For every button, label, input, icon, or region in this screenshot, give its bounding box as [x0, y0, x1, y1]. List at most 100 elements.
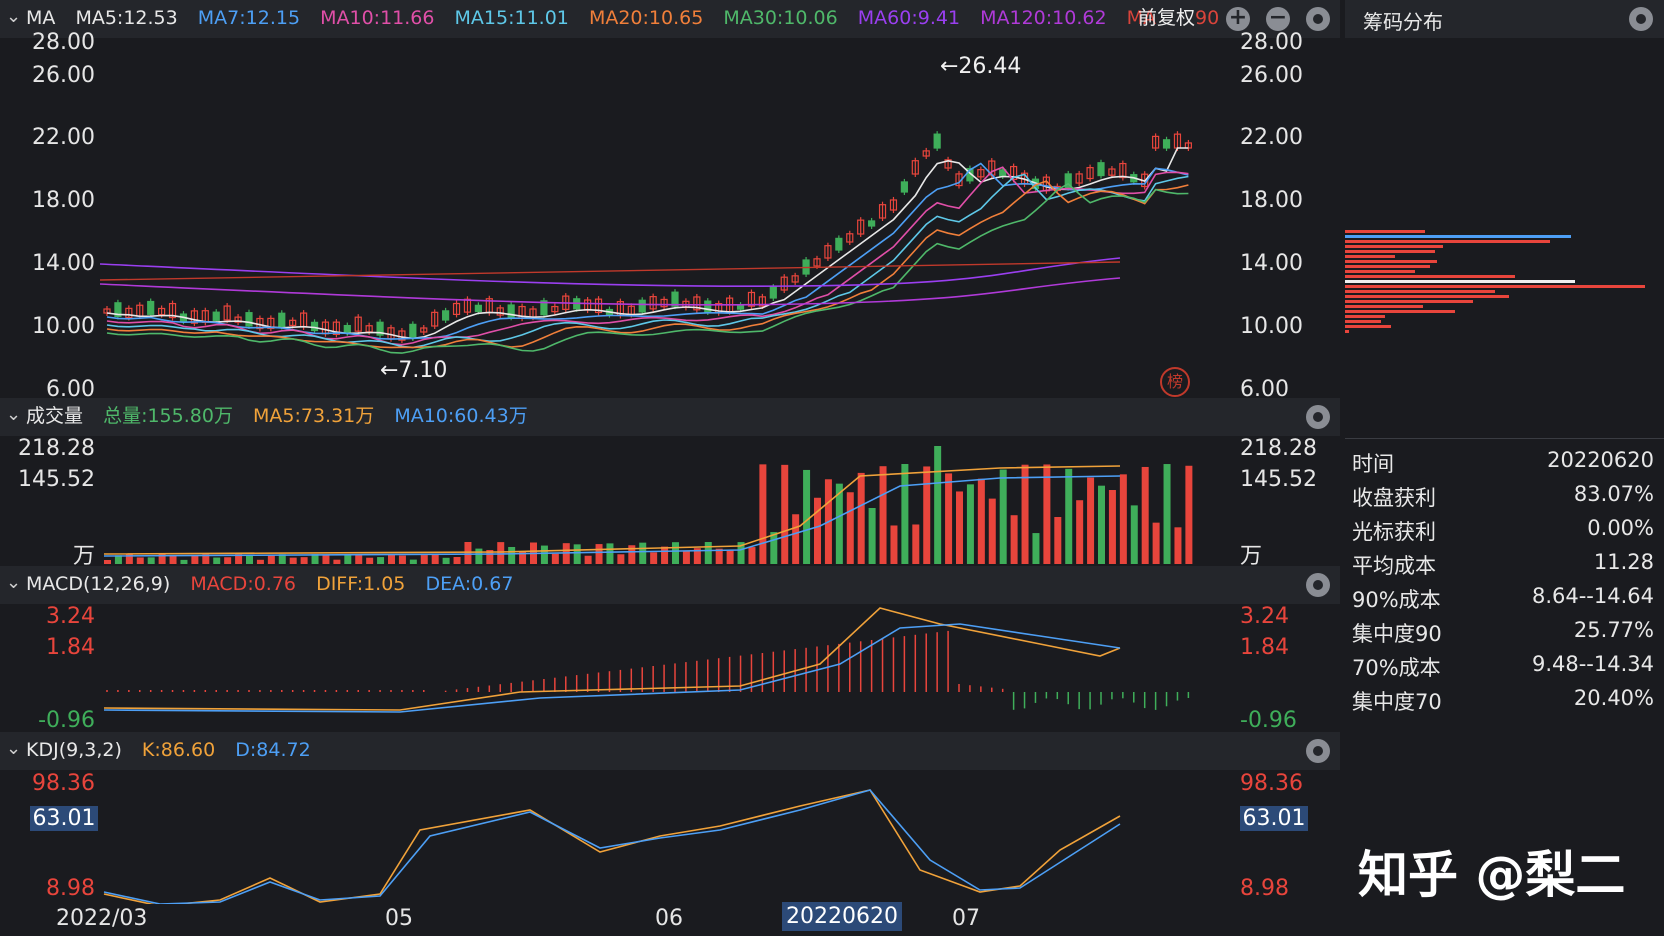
volume-ma5-line	[103, 465, 1121, 555]
volume-bar	[879, 466, 887, 564]
zoom-in-icon[interactable]: +	[1226, 7, 1250, 31]
volume-bar	[114, 555, 122, 564]
volume-bar	[169, 555, 177, 564]
volume-tick: 145.52	[18, 467, 95, 492]
volume-ma10: MA10:60.43万	[394, 405, 528, 427]
candle-body	[158, 307, 166, 316]
volume-unit: 万	[72, 544, 95, 569]
low-price-annotation: ←7.10	[380, 358, 448, 383]
chip-bar	[1345, 305, 1423, 308]
candle-body	[245, 312, 253, 327]
macd-chart[interactable]	[100, 604, 1236, 732]
ma-item: MA60:9.41	[857, 7, 961, 29]
volume-bar	[792, 514, 800, 564]
kdj-k-value: K:86.60	[141, 739, 216, 761]
chevron-down-icon[interactable]: ⌄	[6, 6, 22, 27]
adjust-selector[interactable]: 前复权90	[1138, 0, 1219, 36]
price-tick: 14.00	[32, 251, 95, 276]
candle-body	[452, 302, 461, 316]
kdj-header: ⌄ KDJ(9,3,2) K:86.60 D:84.72	[0, 732, 1340, 770]
volume-bar	[650, 552, 658, 564]
zoom-out-icon[interactable]: −	[1266, 7, 1290, 31]
chevron-down-icon[interactable]: ⌄	[6, 404, 22, 425]
gear-icon[interactable]	[1306, 739, 1330, 763]
chip-bar	[1345, 315, 1385, 318]
gear-icon[interactable]	[1306, 7, 1330, 31]
macd-tick-right: 1.84	[1240, 635, 1289, 660]
candle-body	[507, 304, 515, 318]
chip-bar	[1345, 280, 1575, 283]
volume-bar	[311, 554, 319, 564]
chip-bar	[1345, 260, 1437, 263]
volume-title: 成交量	[26, 405, 84, 427]
volume-bar	[289, 557, 297, 564]
volume-bar	[595, 544, 603, 564]
candle-body	[289, 319, 297, 327]
volume-bar	[267, 555, 275, 564]
x-axis-label: 07	[952, 906, 980, 931]
price-tick-right: 26.00	[1240, 63, 1303, 88]
candle-body	[649, 296, 657, 310]
volume-chart[interactable]	[100, 436, 1236, 566]
macd-tick-right: 3.24	[1240, 604, 1289, 629]
volume-total: 总量:155.80万	[103, 405, 233, 427]
macd-tick: 1.84	[46, 635, 95, 660]
volume-bar	[420, 555, 428, 564]
price-tick-right: 14.00	[1240, 251, 1303, 276]
kdj-tick-right: 98.36	[1240, 771, 1303, 796]
stat-value: 8.64--14.64	[1531, 584, 1654, 608]
chip-distribution-header: 筹码分布	[1345, 0, 1664, 38]
kdj-cursor-tick: 63.01	[30, 806, 98, 831]
price-tick-right: 28.00	[1240, 30, 1303, 55]
candle-body	[540, 300, 548, 316]
volume-bar	[584, 555, 592, 564]
price-chart[interactable]	[100, 38, 1236, 398]
candle-body	[551, 305, 559, 313]
volume-bar	[377, 557, 385, 564]
candle-body	[431, 311, 439, 327]
volume-bar	[256, 559, 264, 564]
volume-bar	[409, 559, 417, 564]
ma-line	[106, 180, 1189, 349]
macd-value: MACD:0.76	[190, 573, 297, 595]
volume-bar	[923, 466, 931, 564]
stat-key: 90%成本	[1352, 588, 1441, 612]
rank-badge[interactable]: 榜	[1160, 367, 1190, 397]
volume-bar	[945, 473, 953, 564]
candle-body	[376, 321, 384, 336]
volume-bar	[191, 555, 199, 564]
volume-bar	[442, 557, 450, 564]
chip-bar	[1345, 300, 1473, 303]
gear-icon[interactable]	[1629, 7, 1653, 31]
ma-line	[106, 147, 1189, 340]
candle-body	[911, 160, 919, 175]
volume-bar	[475, 548, 483, 564]
kdj-chart[interactable]	[100, 770, 1236, 904]
candle-body	[769, 286, 777, 299]
dea-line	[103, 623, 1121, 713]
gear-icon[interactable]	[1306, 573, 1330, 597]
volume-bar	[366, 557, 374, 564]
volume-bar	[125, 554, 133, 564]
volume-bar	[344, 555, 352, 564]
volume-bar	[1010, 515, 1018, 564]
candle-body	[1086, 167, 1094, 180]
x-axis-label: 2022/03	[56, 906, 148, 931]
volume-bar	[104, 560, 111, 564]
candle-body	[704, 300, 712, 313]
chip-bar	[1345, 295, 1509, 298]
volume-bar	[934, 446, 942, 564]
candle-body	[977, 169, 985, 178]
chevron-down-icon[interactable]: ⌄	[6, 738, 22, 759]
chevron-down-icon[interactable]: ⌄	[6, 572, 22, 593]
candle-body	[900, 181, 908, 193]
candle-body	[398, 330, 406, 341]
gear-icon[interactable]	[1306, 405, 1330, 429]
stat-key: 时间	[1352, 452, 1394, 476]
volume-bar	[846, 492, 854, 564]
stat-key: 集中度90	[1352, 622, 1442, 646]
volume-bar	[814, 497, 821, 564]
volume-bar	[748, 547, 756, 564]
watermark: 知乎 @梨二	[1358, 846, 1626, 904]
ma-item: MA15:11.01	[454, 7, 569, 29]
